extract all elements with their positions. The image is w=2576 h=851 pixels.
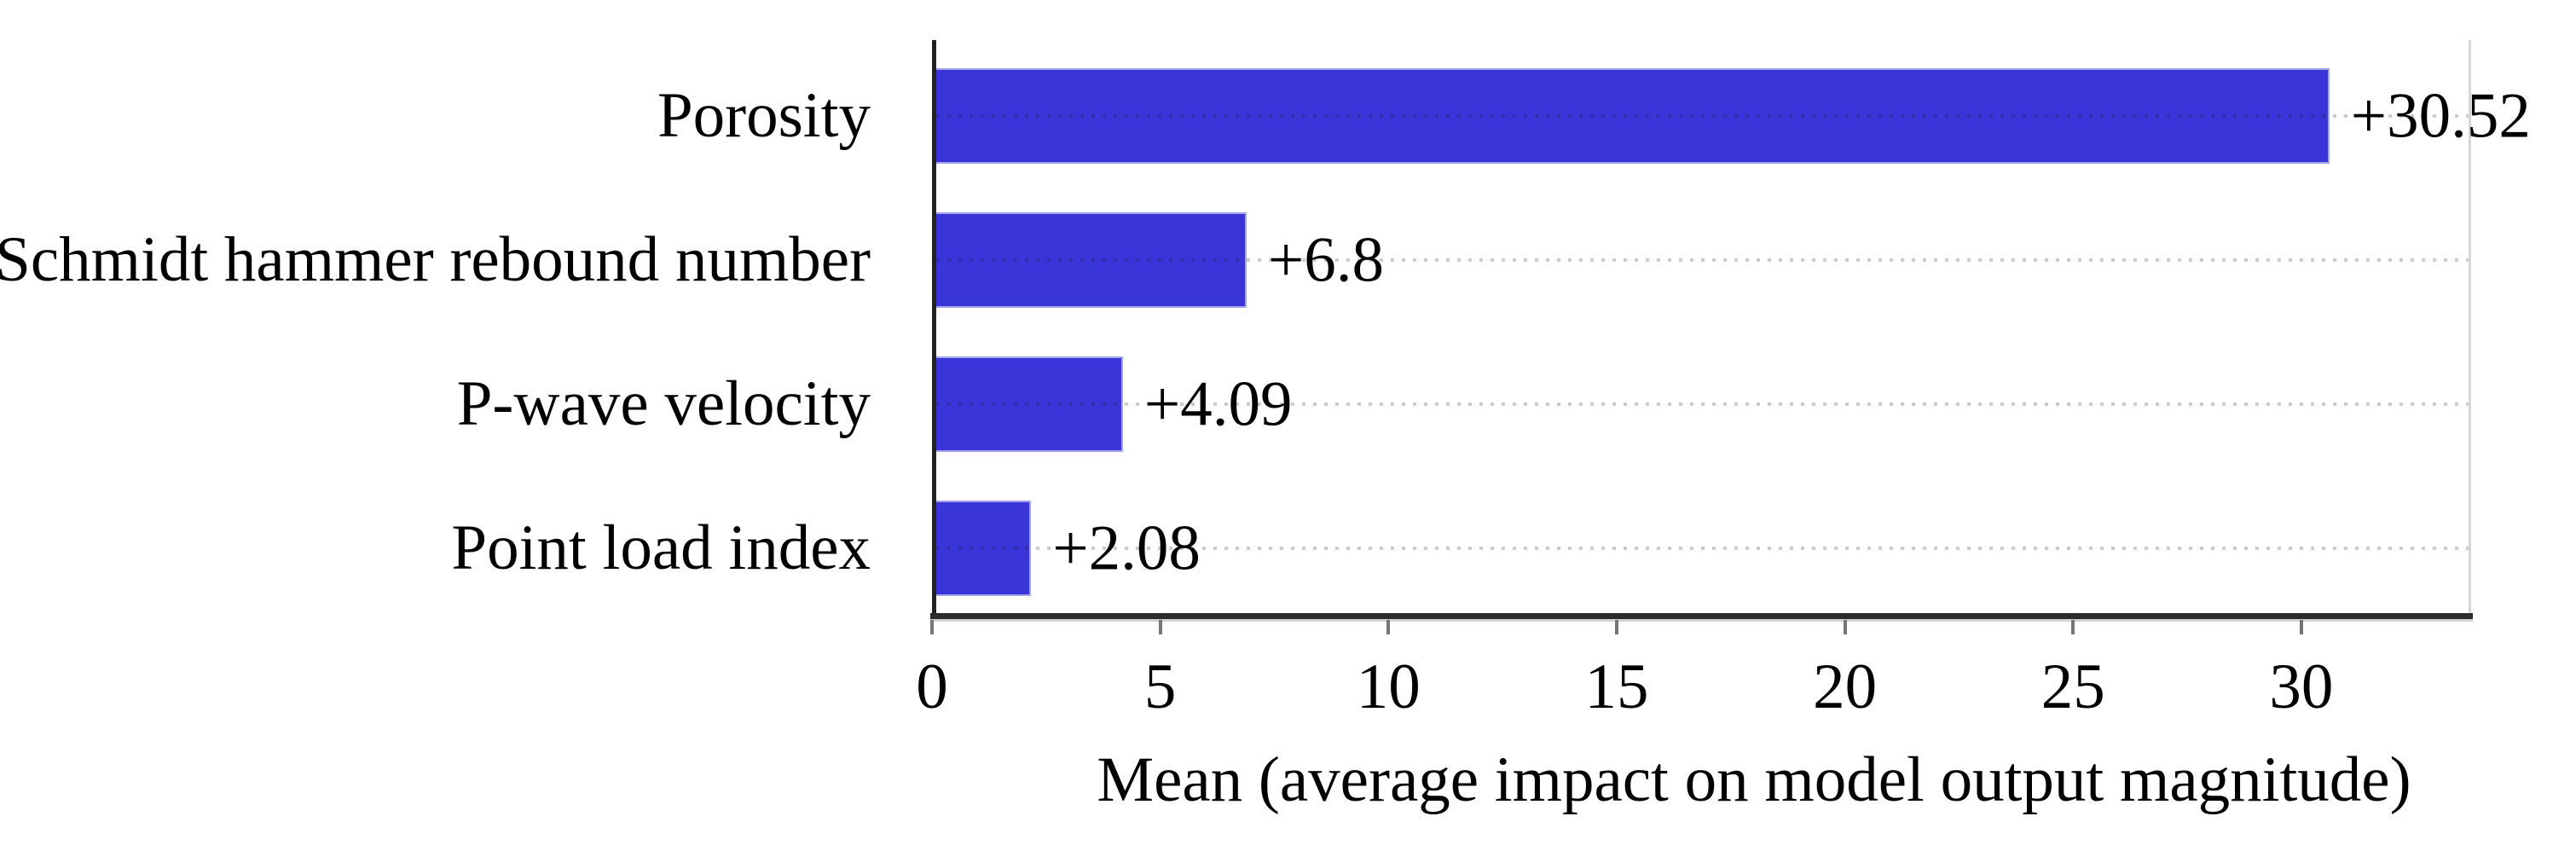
x-tick-label: 20	[1813, 651, 1878, 722]
bar-value-label: +4.09	[1143, 368, 1293, 439]
bar-value-label: +2.08	[1052, 512, 1201, 583]
bar-value-label: +30.52	[2350, 80, 2531, 151]
x-axis-title: Mean (average impact on model output mag…	[1097, 744, 2411, 815]
gridline	[936, 113, 2469, 118]
y-axis-spine	[932, 40, 936, 619]
gridline	[936, 258, 2469, 262]
x-tick-mark	[1843, 620, 1847, 634]
x-axis-line	[930, 613, 2473, 619]
x-tick-mark	[1386, 620, 1391, 634]
plot-area: +30.52 +6.8 +4.09 +2.08	[932, 40, 2531, 617]
bar	[936, 500, 1032, 596]
x-tick-label: 5	[1143, 651, 1177, 722]
x-tick-label: 15	[1584, 651, 1649, 722]
x-tick-mark	[1158, 620, 1162, 634]
gridline	[936, 546, 2469, 550]
category-label: Schmidt hammer rebound number	[0, 224, 871, 295]
x-tick-label: 0	[916, 651, 948, 722]
category-label: Porosity	[657, 80, 871, 151]
x-tick-mark	[930, 620, 934, 634]
bar	[936, 356, 1123, 452]
bar-value-label: +6.8	[1268, 224, 1385, 295]
category-axis-labels: Porosity Schmidt hammer rebound number P-w…	[0, 0, 932, 851]
x-tick-label: 25	[2041, 651, 2105, 722]
x-tick-mark	[2299, 620, 2303, 634]
right-spine	[2469, 40, 2471, 613]
bar	[936, 211, 1247, 308]
bar	[936, 67, 2330, 164]
category-label: Point load index	[451, 512, 871, 583]
gridline	[936, 402, 2469, 406]
x-tick-label: 10	[1356, 651, 1421, 722]
x-tick-mark	[2071, 620, 2075, 634]
x-tick-label: 30	[2269, 651, 2334, 722]
x-tick-mark	[1614, 620, 1618, 634]
category-label: P-wave velocity	[456, 368, 871, 439]
